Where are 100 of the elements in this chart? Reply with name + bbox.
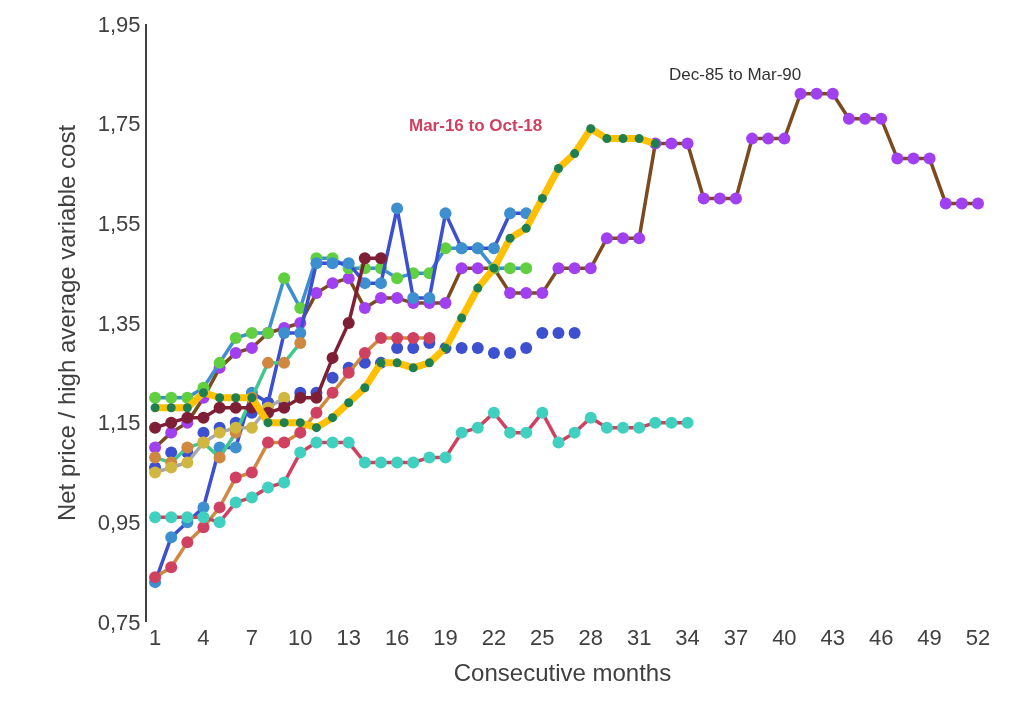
point (374, 292, 387, 305)
point (278, 436, 291, 449)
point (213, 516, 226, 529)
point (213, 401, 226, 414)
point (552, 326, 565, 339)
point (552, 262, 565, 275)
point (245, 421, 258, 434)
point (455, 426, 468, 439)
point (165, 391, 178, 404)
point (618, 134, 628, 144)
point (584, 411, 597, 424)
point (424, 358, 434, 368)
point (891, 152, 904, 165)
point (229, 471, 242, 484)
point (810, 87, 823, 100)
point (907, 152, 920, 165)
point (520, 426, 533, 439)
point (536, 406, 549, 419)
x-tick-label: 16 (384, 625, 410, 650)
point (553, 164, 563, 174)
point (374, 252, 387, 265)
point (568, 262, 581, 275)
point (149, 466, 162, 479)
point (294, 336, 307, 349)
point (923, 152, 936, 165)
point (520, 262, 533, 275)
point (778, 132, 791, 145)
x-tick-label: 7 (245, 625, 259, 650)
point (358, 277, 371, 290)
point (520, 287, 533, 300)
point (245, 326, 258, 339)
point (262, 436, 275, 449)
point (342, 272, 355, 285)
point (505, 233, 515, 243)
y-tick-label: 1,95 (97, 11, 141, 37)
point (504, 287, 517, 300)
point (392, 358, 402, 368)
point (536, 287, 549, 300)
x-tick-label: 13 (336, 625, 361, 650)
point (939, 197, 952, 210)
point (310, 436, 323, 449)
point (326, 351, 339, 364)
point (197, 511, 210, 524)
point (487, 346, 500, 359)
point (229, 421, 242, 434)
point (681, 137, 694, 150)
x-tick-label: 25 (530, 625, 555, 650)
point (245, 491, 258, 504)
point (198, 388, 208, 398)
point (473, 283, 483, 293)
point (310, 391, 323, 404)
point (344, 398, 354, 408)
point (681, 416, 694, 429)
point (294, 426, 307, 439)
point (584, 262, 597, 275)
point (149, 511, 162, 524)
point (342, 436, 355, 449)
point (391, 272, 404, 285)
point (278, 401, 291, 414)
y-tick-label: 1,15 (97, 410, 141, 436)
point (487, 406, 500, 419)
point (181, 536, 194, 549)
point (391, 331, 404, 344)
point (278, 272, 291, 285)
point (504, 207, 517, 220)
point (826, 87, 839, 100)
point (407, 292, 420, 305)
point (326, 436, 339, 449)
point (586, 124, 596, 134)
point (374, 456, 387, 469)
point (278, 391, 291, 404)
point (150, 403, 160, 413)
point (181, 511, 194, 524)
point (165, 531, 178, 544)
x-tick-label: 52 (965, 625, 991, 650)
y-tick-label: 1,35 (97, 310, 141, 336)
x-tick-label: 28 (578, 625, 603, 650)
point (762, 132, 775, 145)
point (213, 356, 226, 369)
annotation: Mar-16 to Oct-18 (409, 116, 543, 135)
point (358, 346, 371, 359)
x-axis-title: Consecutive months (453, 659, 672, 687)
x-tick-label: 46 (868, 625, 894, 650)
point (859, 112, 872, 125)
x-tick-label: 49 (917, 625, 942, 650)
point (294, 326, 307, 339)
point (358, 252, 371, 265)
point (423, 292, 436, 305)
point (342, 366, 355, 379)
point (231, 393, 241, 403)
point (278, 326, 291, 339)
point (149, 441, 162, 454)
point (504, 426, 517, 439)
point (955, 197, 968, 210)
point (278, 476, 291, 489)
point (311, 423, 321, 433)
point (358, 302, 371, 315)
point (633, 232, 646, 245)
point (617, 421, 630, 434)
point (328, 413, 338, 423)
